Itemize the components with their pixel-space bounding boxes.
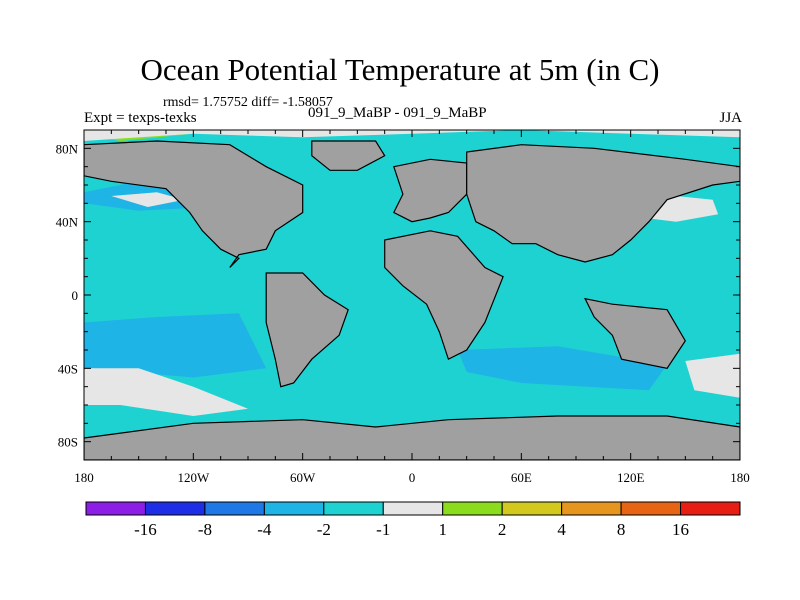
anomaly-region-south-pacific-neutral [84,368,248,416]
anomaly-region-southern-indian-cool [457,346,668,391]
chart-title: Ocean Potential Temperature at 5m (in C) [140,52,660,87]
experiment-label: Expt = texps-texks [84,110,197,126]
colorbar-level-label: 16 [672,520,689,539]
colorbar-level-label: 8 [617,520,626,539]
x-tick-label: 180 [730,470,750,485]
colorbar-swatch [620,501,682,516]
colorbar-level-label: -8 [198,520,212,539]
y-tick-label: 80N [56,141,79,156]
rmsd-diff-stats: rmsd= 1.75752 diff= -1.58057 [163,95,333,110]
anomaly-region-east-pacific-neutral [685,353,740,398]
x-tick-label: 120E [617,470,645,485]
land-africa [384,230,504,361]
land-south-america [265,272,349,388]
x-tick-label: 60E [511,470,532,485]
colorbar-level-label: -1 [376,520,390,539]
colorbar-swatch [680,501,741,516]
x-tick-label: 0 [409,470,416,485]
land-australia-indonesia [584,297,687,369]
colorbar-swatch [442,501,503,516]
colorbar-level-label: -2 [317,520,331,539]
colorbar-swatch [382,501,444,516]
colorbar-swatch [263,501,325,516]
colorbar-level-label: -4 [257,520,272,539]
colorbar-swatch [204,501,265,516]
colorbar-level-label: 1 [438,520,447,539]
land-europe [392,158,468,223]
colorbar-level-label: 2 [498,520,507,539]
x-tick-label: 180 [74,470,94,485]
season-label: JJA [719,110,742,126]
y-tick-label: 0 [72,288,79,303]
y-tick-label: 80S [58,435,78,450]
colorbar-swatch [85,501,146,516]
colorbar-level-label: -16 [134,520,157,539]
y-tick-label: 40S [58,361,78,376]
colorbar-swatch [561,501,622,516]
plot-area [84,130,740,460]
land-greenland [311,140,386,171]
land-north-america [84,140,304,268]
colorbar-level-label: 4 [557,520,566,539]
x-tick-label: 60W [290,470,316,485]
anomaly-region-south-pacific-cool [84,313,267,378]
case-names: 091_9_MaBP - 091_9_MaBP [308,105,487,121]
land-asia [466,144,740,263]
colorbar-swatch [323,501,384,516]
land-antarctica [84,415,740,460]
x-tick-label: 120W [177,470,210,485]
y-tick-label: 40N [56,215,79,230]
colorbar-swatch [144,501,206,516]
colorbar-swatch [501,501,563,516]
anomaly-region-north-pacific-neutral [111,192,185,207]
